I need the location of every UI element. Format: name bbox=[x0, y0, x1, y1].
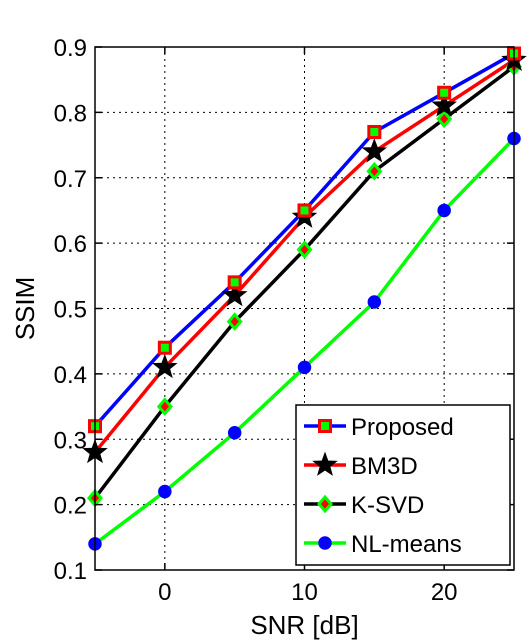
data-point-nl-means bbox=[367, 295, 382, 309]
data-point-bm3d bbox=[221, 281, 248, 307]
y-tick-label: 0.4 bbox=[54, 362, 87, 389]
data-point-proposed bbox=[367, 124, 382, 139]
data-point-proposed bbox=[297, 203, 312, 218]
legend-label-nl-means: NL-means bbox=[351, 531, 462, 558]
legend-label-bm3d: BM3D bbox=[351, 453, 418, 480]
y-axis-label: SSIM bbox=[10, 277, 40, 341]
legend-marker-nl-means bbox=[318, 536, 332, 550]
y-tick-label: 0.6 bbox=[54, 231, 87, 258]
data-point-nl-means bbox=[227, 425, 242, 440]
y-tick-label: 0.2 bbox=[54, 493, 87, 520]
data-point-proposed bbox=[157, 340, 172, 355]
x-axis-label: SNR [dB] bbox=[250, 610, 358, 640]
y-tick-label: 0.1 bbox=[54, 558, 87, 585]
legend-marker-bm3d bbox=[312, 451, 338, 476]
data-point-k-svd bbox=[156, 397, 173, 416]
tick-labels: 0 10 20 0.1 0.2 0.3 0.4 0.5 0.6 0.7 0.8 0.9 bbox=[54, 35, 458, 606]
legend-marker-k-svd bbox=[317, 494, 333, 514]
data-point-proposed bbox=[227, 275, 242, 290]
x-tick-label: 0 bbox=[158, 579, 171, 606]
y-tick-label: 0.8 bbox=[54, 100, 87, 127]
y-tick-label: 0.3 bbox=[54, 427, 87, 454]
y-tick-label: 0.7 bbox=[54, 166, 87, 193]
data-point-k-svd bbox=[436, 109, 453, 129]
y-tick-label: 0.5 bbox=[54, 297, 87, 324]
data-point-k-svd bbox=[296, 240, 313, 259]
data-point-bm3d bbox=[152, 353, 178, 379]
data-point-k-svd bbox=[226, 312, 243, 331]
data-point-k-svd bbox=[366, 161, 383, 181]
y-tick-label: 0.9 bbox=[54, 35, 87, 62]
data-point-bm3d bbox=[361, 138, 388, 163]
legend: Proposed BM3D K-SVD NL-means bbox=[295, 404, 511, 566]
data-point-nl-means bbox=[158, 484, 172, 499]
data-point-nl-means bbox=[437, 203, 451, 218]
x-tick-label: 10 bbox=[291, 579, 318, 606]
data-point-bm3d bbox=[431, 92, 457, 117]
legend-label-k-svd: K-SVD bbox=[351, 492, 424, 519]
x-tick-label: 20 bbox=[431, 579, 458, 606]
data-point-nl-means bbox=[297, 360, 312, 375]
legend-label-proposed: Proposed bbox=[351, 414, 454, 441]
legend-marker-proposed bbox=[318, 419, 332, 433]
data-point-proposed bbox=[437, 85, 452, 100]
